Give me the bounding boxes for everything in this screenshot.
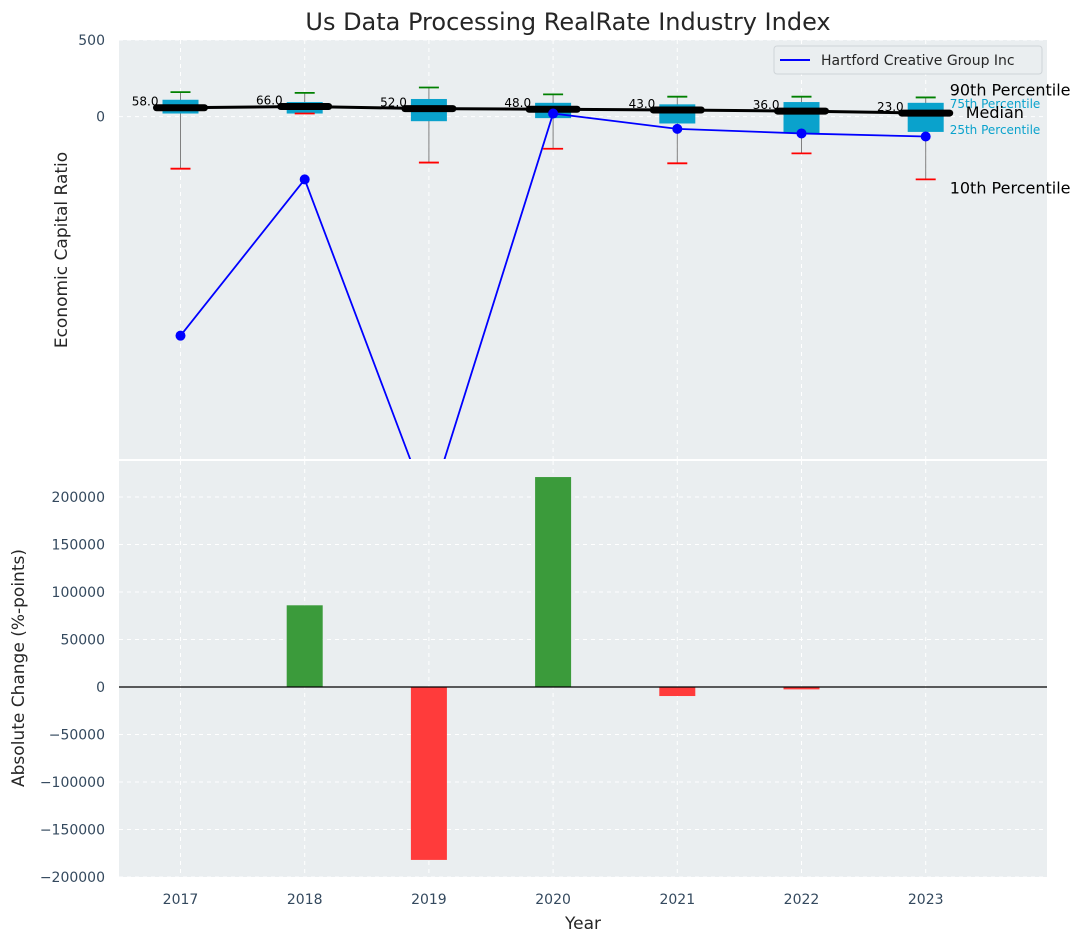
company-series-point: [920, 131, 931, 142]
bottom-bars: [119, 477, 1047, 860]
x-tick-label: 2018: [287, 892, 323, 908]
bottom-y-tick-label: −50000: [49, 728, 105, 744]
bottom-y-ticks: −200000 −150000 −100000 −50000 0 50000 100000 1…: [40, 490, 105, 886]
bottom-y-tick-label: 100000: [52, 585, 105, 601]
median-value-label: 48.0: [504, 96, 531, 110]
top-y-ticks: 0 500: [78, 33, 105, 126]
company-series-point: [672, 123, 683, 134]
x-tick-label: 2019: [411, 892, 447, 908]
x-tick-label: 2017: [163, 892, 199, 908]
x-tick-label: 2023: [908, 892, 944, 908]
iqr-box: [907, 102, 944, 132]
p10-annotation: 10th Percentile: [950, 178, 1071, 197]
p25-annotation: 25th Percentile: [950, 123, 1041, 137]
x-tick-label: 2021: [659, 892, 695, 908]
change-bar: [286, 605, 323, 687]
company-series-point: [299, 174, 310, 185]
top-y-axis-label: Economic Capital Ratio: [52, 152, 72, 348]
top-y-tick-label: 0: [96, 110, 105, 126]
x-ticks: 2017 2018 2019 2020 2021 2022 2023: [163, 892, 944, 908]
x-tick-label: 2022: [784, 892, 820, 908]
bottom-plot-background: [119, 461, 1047, 877]
bottom-y-tick-label: 200000: [52, 490, 105, 506]
legend-label: Hartford Creative Group Inc: [821, 53, 1015, 69]
company-series-point: [796, 128, 807, 139]
median-value-label: 58.0: [132, 95, 159, 109]
p90-annotation: 90th Percentile: [950, 80, 1071, 99]
legend[interactable]: Hartford Creative Group Inc: [773, 45, 1043, 75]
x-axis-label: Year: [564, 914, 601, 934]
change-bar: [535, 477, 572, 687]
median-value-label: 23.0: [877, 100, 904, 114]
median-value-label: 52.0: [380, 96, 407, 110]
bottom-y-axis-label: Absolute Change (%-points): [9, 549, 29, 787]
median-value-label: 36.0: [753, 98, 780, 112]
bottom-y-tick-label: 50000: [60, 633, 105, 649]
bottom-y-tick-label: 0: [96, 680, 105, 696]
p75-annotation: 75th Percentile: [950, 97, 1041, 111]
bottom-y-tick-label: −100000: [40, 775, 105, 791]
bottom-panel: −200000 −150000 −100000 −50000 0 50000 100000 1…: [9, 461, 1047, 934]
top-panel: 0 500 58.0 66.0 52.0 48.0 43.0 36.0 23.0 90th P…: [52, 8, 1070, 514]
median-value-label: 43.0: [629, 97, 656, 111]
company-series-point: [175, 330, 186, 341]
top-y-tick-label: 500: [78, 33, 105, 49]
x-tick-label: 2020: [535, 892, 571, 908]
company-series-point: [548, 108, 559, 119]
bottom-y-tick-label: −150000: [40, 823, 105, 839]
median-value-label: 66.0: [256, 93, 283, 107]
bottom-y-tick-label: −200000: [40, 870, 105, 886]
iqr-box: [783, 102, 820, 134]
legend-frame: [773, 45, 1043, 75]
change-bar: [659, 687, 696, 697]
change-bar: [783, 687, 820, 690]
chart-title: Us Data Processing RealRate Industry Ind…: [305, 8, 830, 36]
median-annotation: Median: [966, 103, 1024, 122]
bottom-y-tick-label: 150000: [52, 538, 105, 554]
change-bar: [410, 687, 447, 860]
